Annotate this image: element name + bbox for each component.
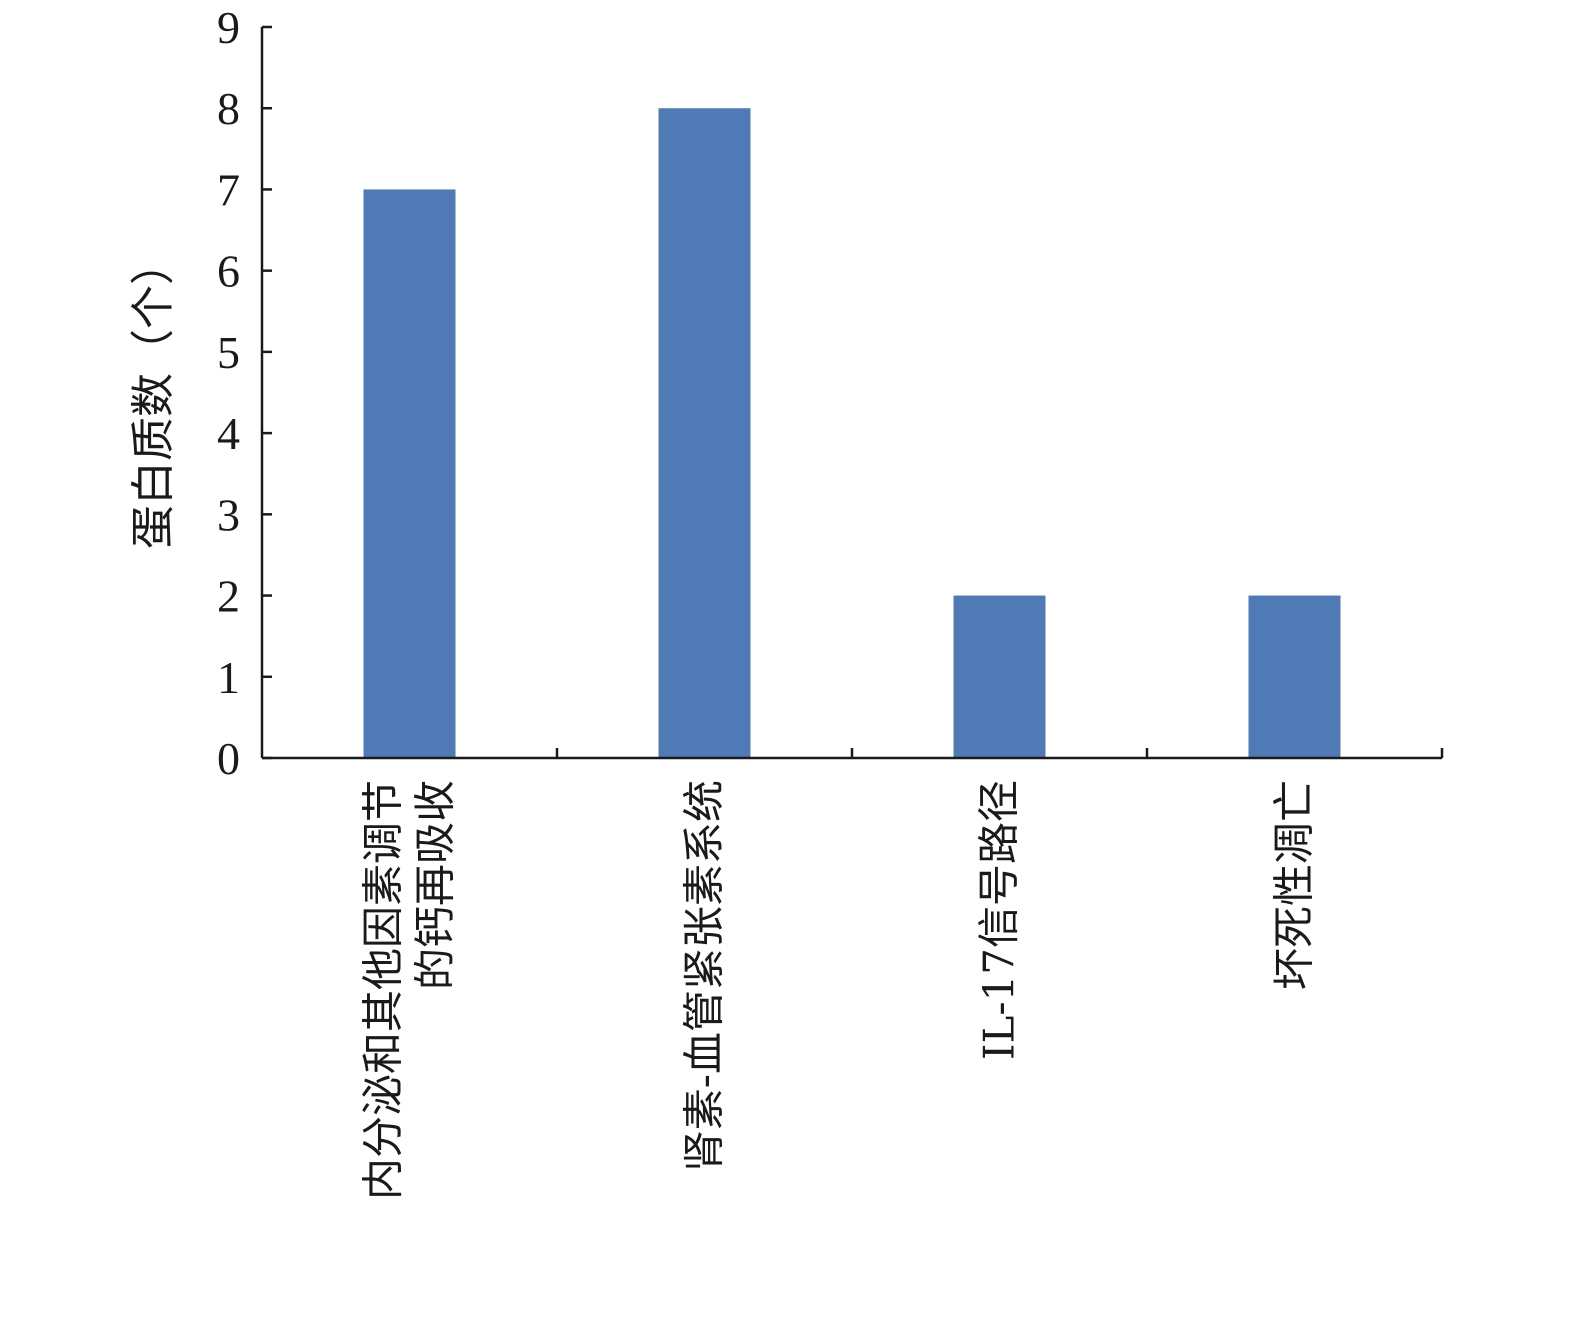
category-label: IL-17信号路径 <box>975 780 1024 1060</box>
bar <box>1248 595 1341 758</box>
y-tick-label: 3 <box>217 489 240 540</box>
category-label: 内分泌和其他因素调节 <box>359 780 408 1200</box>
y-axis-ticks: 0 1 2 3 4 5 6 7 8 9 <box>217 2 272 784</box>
category-label: 坏死性凋亡 <box>1270 780 1319 990</box>
x-axis-ticks <box>555 748 1444 758</box>
bar <box>363 189 456 758</box>
y-tick-label: 0 <box>217 733 240 784</box>
y-tick-label: 1 <box>217 652 240 703</box>
y-tick-label: 5 <box>217 327 240 378</box>
y-tick-label: 2 <box>217 571 240 622</box>
y-tick-label: 4 <box>217 408 240 459</box>
y-tick-label: 7 <box>217 164 240 215</box>
y-tick-label: 8 <box>217 83 240 134</box>
y-tick-label: 6 <box>217 246 240 297</box>
category-label: 肾素-血管紧张素系统 <box>680 780 729 1172</box>
y-tick-label: 9 <box>217 2 240 53</box>
bar <box>953 595 1046 758</box>
category-labels: 内分泌和其他因素调节 的钙再吸收 肾素-血管紧张素系统 IL-17信号路径 坏死性凋亡 <box>359 780 1319 1200</box>
category-label: 的钙再吸收 <box>411 780 460 990</box>
bars <box>363 108 1341 758</box>
bar <box>658 108 751 758</box>
y-axis-title: 蛋白质数（个） <box>128 241 179 549</box>
